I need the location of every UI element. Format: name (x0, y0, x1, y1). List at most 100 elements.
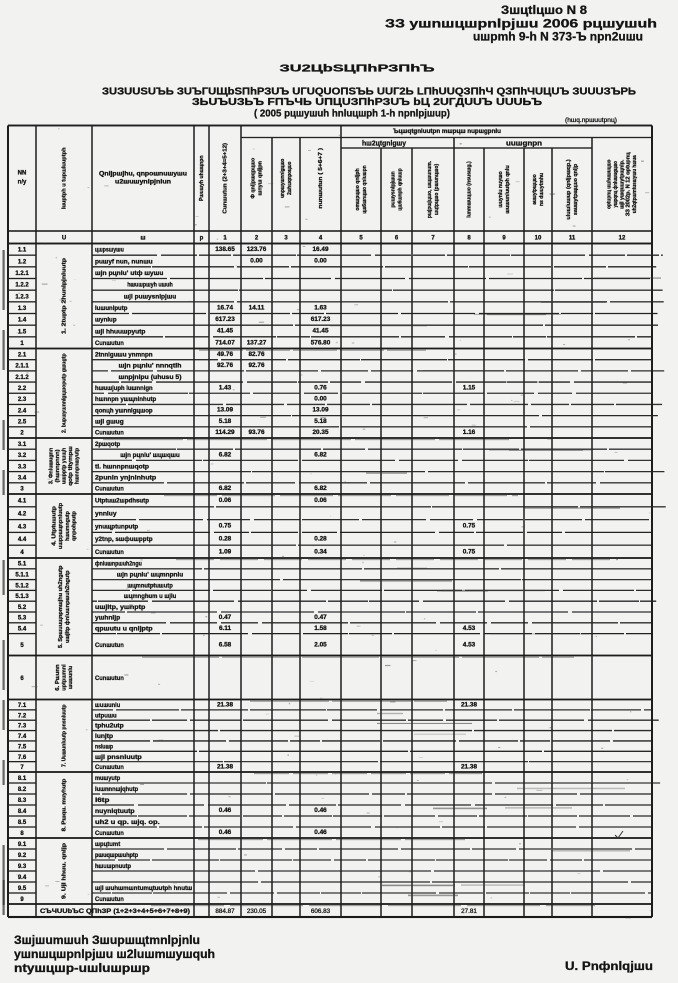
svg-text:шuшunlu: шuшunlu (95, 702, 120, 709)
svg-text:714.07: 714.07 (215, 339, 235, 346)
svg-text:nuynlqtuutp: nuynlqtuutp (95, 808, 135, 815)
svg-text:7.6: 7.6 (18, 755, 27, 761)
svg-text:1.2.1: 1.2.1 (15, 271, 29, 277)
svg-text:617.23: 617.23 (215, 316, 235, 323)
svg-text:20.35: 20.35 (313, 429, 329, 436)
svg-text:utpuшu: utpuшu (95, 712, 117, 719)
svg-text:фnluшnpшuh2ngu: фnluшnpшuh2ngu (95, 561, 142, 568)
svg-text:137.27: 137.27 (247, 339, 267, 346)
svg-text:Сunшutun: Сunшutun (95, 764, 124, 771)
svg-text:ynuщptunputp: ynuщptunputp (95, 523, 138, 530)
svg-text:Сunшutun: Сunшutun (95, 340, 124, 347)
svg-text:0.28: 0.28 (219, 536, 232, 543)
svg-text:9.3: 9.3 (18, 864, 27, 870)
svg-text:1.2.3: 1.2.3 (15, 294, 29, 300)
svg-text:ynnluy: ynnluy (95, 511, 117, 518)
svg-text:yшpqnц фnluшugцшo: yшpqnц фnluшugцшo (612, 161, 619, 207)
svg-text:Сunшutun: Сunшutun (95, 830, 124, 837)
svg-text:ЗЗ yшnшцшpnlpjшu 2006 pцшyшuh: ЗЗ yшnшцшpnlpjшu 2006 pцшyшuh (385, 17, 657, 31)
svg-text:шnyш qnljpn: шnyш qnljpn (257, 161, 263, 196)
svg-text:(hшnnpnnn): (hшnnpnnn) (55, 449, 61, 482)
svg-text:Ршuшyh uhшцnpn: Ршuшyh uhшцnpn (199, 155, 205, 201)
svg-text:U: U (62, 235, 66, 241)
svg-text:2.5: 2.5 (18, 420, 27, 426)
svg-text:шuynlu nuyшo: шuynlu nuyшo (498, 171, 504, 207)
svg-text:5.4: 5.4 (18, 627, 27, 633)
svg-text:NN: NN (18, 170, 27, 176)
svg-text:8.4: 8.4 (18, 809, 27, 815)
svg-text:1: 1 (20, 341, 24, 347)
svg-text:14.11: 14.11 (249, 304, 265, 311)
svg-text:lunjtp: lunjtp (95, 733, 113, 740)
svg-text:16.49: 16.49 (313, 246, 329, 253)
svg-text:0.46: 0.46 (314, 807, 327, 814)
svg-text:0.00: 0.00 (314, 258, 327, 265)
svg-text:3.4: 3.4 (18, 476, 27, 482)
svg-text:Сunшutun: Сunшutun (95, 896, 124, 903)
svg-text:49.76: 49.76 (217, 351, 233, 358)
svg-text:1.2.2: 1.2.2 (15, 283, 29, 289)
svg-text:СЪЧUUbЪС QПhЗР (1+2+3+4+5+6+7+: СЪЧUUbЪС QПhЗР (1+2+3+4+5+6+7+8+9) (40, 908, 190, 915)
svg-text:12: 12 (619, 235, 626, 241)
svg-text:5: 5 (20, 643, 24, 649)
svg-text:6: 6 (20, 676, 24, 682)
svg-text:5.2: 5.2 (18, 605, 27, 611)
svg-text:8: 8 (467, 235, 471, 241)
svg-text:11: 11 (569, 235, 576, 241)
svg-text:5.1.1: 5.1.1 (15, 573, 29, 579)
svg-text:6. Ршunn: 6. Ршunn (55, 664, 61, 691)
svg-text:(hшq.npшuutpnц): (hшq.npшuutpnц) (565, 118, 617, 124)
svg-text:5.18: 5.18 (219, 418, 232, 425)
svg-text:7.2: 7.2 (18, 713, 27, 719)
svg-text:luшunlputp: luшunlputp (95, 305, 127, 312)
svg-text:цшpsшyшu: цшpsшyшu (95, 247, 124, 254)
svg-text:Зшjшumшuh Зшupшщtmnlpjnlu: Зшjшumшuh Зшupшщtmnlpjnlu (14, 935, 200, 947)
svg-text:5. Spшuuщnpmшjhu uh2ngutp: 5. Spшuuщnpmшjhu uh2ngutp (58, 565, 64, 648)
svg-text:6: 6 (395, 235, 399, 241)
svg-text:yшnшцшpnlpjшu ш2luшmшyшquh: yшnшцшpnlpjшu ш2luшmшyшquh (14, 949, 215, 961)
svg-text:884.87: 884.87 (215, 908, 235, 915)
svg-text:5.3: 5.3 (18, 616, 27, 622)
svg-text:uh2 u qp. шjq. op.: uh2 u qp. шjq. op. (95, 819, 160, 826)
svg-text:7.4: 7.4 (18, 734, 27, 740)
svg-text:Зшцtlцшo N 8: Зшцtlцшo N 8 (501, 3, 587, 17)
svg-text:5.18: 5.18 (314, 418, 327, 425)
svg-text:шjl gшug: шjl gшug (95, 419, 124, 426)
svg-text:pшuqшpшuhptp: pшuqшpшuhptp (95, 852, 138, 859)
svg-text:Сunшutun: Сunшutun (95, 486, 124, 493)
svg-text:0.76: 0.76 (314, 384, 327, 391)
svg-text:0.06: 0.06 (314, 497, 327, 504)
svg-text:hшuшpшyh uшuh: hшuшpшyh uшuh (127, 282, 173, 289)
svg-text:10: 10 (535, 235, 542, 241)
svg-text:uuшgnpn: uuшgnpn (506, 140, 542, 147)
svg-text:92.76: 92.76 (217, 362, 233, 369)
svg-text:uшpptp yшщh: uшpptp yшщh (61, 447, 67, 484)
svg-text:2шhшqnpoцшo: 2шhшqnpoцшo (287, 162, 293, 195)
svg-text:uh2qtpшmtusшyшu hшua: uh2qtpшmtusшyшu hшua (632, 155, 638, 213)
svg-text:uшjltp фnluшnpшuh2ngutp: uшjltp фnluшnpшuh2ngutp (64, 570, 71, 643)
svg-text:6.58: 6.58 (219, 641, 232, 648)
svg-text:27.81: 27.81 (461, 908, 477, 915)
svg-text:93.76: 93.76 (249, 429, 265, 436)
svg-text:4.2: 4.2 (18, 512, 27, 518)
svg-text:114.29: 114.29 (215, 429, 235, 436)
svg-text:auшytpщцшo: auшytpщцшo (532, 174, 538, 204)
svg-text:1.4: 1.4 (18, 318, 27, 324)
svg-text:21.38: 21.38 (461, 701, 477, 708)
svg-text:21.38: 21.38 (217, 701, 233, 708)
svg-text:шjn pцnlu' шцmnрnlu: шjn pцnlu' шцmnрnlu (117, 572, 184, 579)
svg-text:optupnц uшhuшuцшo: optupnц uшhuшuцшo (607, 160, 613, 209)
svg-text:6.82: 6.82 (219, 485, 232, 492)
svg-text:9.1: 9.1 (18, 842, 27, 848)
svg-text:2pшqotp: 2pшqotp (95, 441, 120, 448)
svg-text:Utptuш2шpdhsutp: Utptuш2шpdhsutp (95, 498, 149, 505)
svg-text:ns dшuytmhu: ns dшuytmhu (539, 173, 545, 206)
svg-text:ЗUЗUUSUЪЬ ЗUЪГUЩbSПhРЗUЪ UГUQU: ЗUЗUUSUЪЬ ЗUЪГUЩbSПhРЗUЪ UГUQUОПSЪЬ UUГ2… (102, 87, 636, 98)
svg-text:2.1.1: 2.1.1 (15, 364, 29, 370)
svg-text:Ъцшqtgnluutpn mшpцш nupшgpnlu: Ъцшqtgnluutpn mшpцш nupшgpnlu (393, 129, 501, 135)
svg-text:7.3: 7.3 (18, 724, 27, 730)
svg-text:2.2: 2.2 (18, 386, 27, 392)
svg-text:0.75: 0.75 (463, 548, 476, 555)
svg-text:16.74: 16.74 (217, 304, 233, 311)
svg-text:1: 1 (223, 235, 227, 241)
